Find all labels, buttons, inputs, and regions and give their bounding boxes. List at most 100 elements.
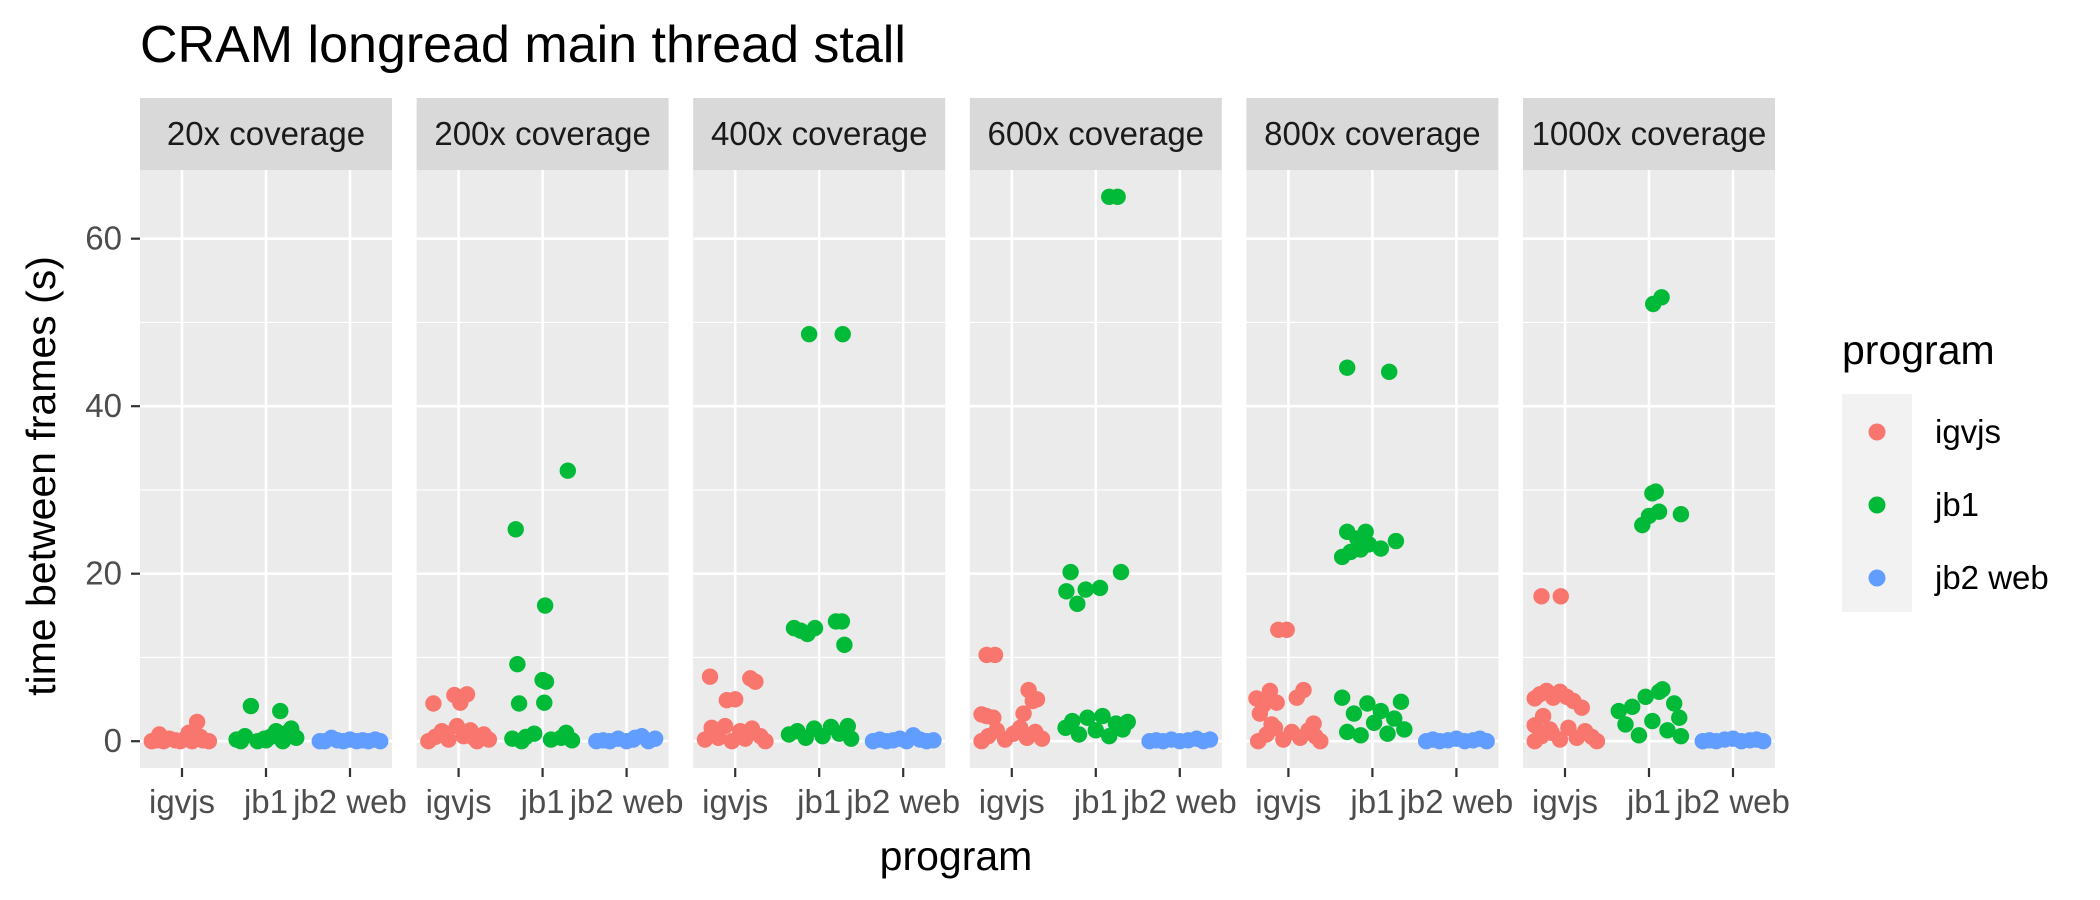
x-tick-label: igvjs — [426, 783, 492, 820]
data-point-jb1 — [1372, 540, 1390, 557]
data-point-jb1 — [1109, 188, 1126, 206]
data-point-jb1 — [1094, 707, 1111, 725]
data-point-jb1 — [842, 730, 860, 747]
data-point-igvjs — [425, 695, 442, 712]
data-point-igvjs — [1028, 691, 1046, 708]
data-point-jb1 — [833, 613, 851, 630]
x-tick-label: jb1 — [1073, 783, 1118, 820]
legend-key-igvjs — [1868, 423, 1886, 441]
data-point-jb1 — [1091, 579, 1109, 597]
legend: program igvjs jb1 jb2 web — [1842, 327, 2049, 612]
data-point-igvjs — [747, 673, 764, 690]
data-point-jb1 — [510, 695, 528, 712]
data-point-jb2-web — [1201, 731, 1219, 748]
data-point-jb1 — [1062, 563, 1079, 581]
data-point-jb1 — [1064, 712, 1081, 730]
data-point-jb1 — [272, 702, 289, 720]
data-point-jb1 — [1372, 702, 1390, 720]
data-point-jb1 — [1387, 532, 1405, 550]
data-point-jb1 — [806, 619, 824, 637]
x-tick-label: jb2 web — [1399, 783, 1514, 820]
data-point-jb1 — [834, 325, 851, 343]
data-point-jb1 — [1333, 689, 1351, 706]
data-point-igvjs — [1588, 732, 1606, 750]
data-point-jb2-web — [372, 732, 389, 750]
data-point-igvjs — [1312, 732, 1329, 750]
y-tick-label: 40 — [85, 387, 122, 424]
y-axis: 0 20 40 60 — [85, 220, 140, 759]
data-point-jb1 — [288, 729, 305, 747]
facet-panel: 20x coverage igvjs jb1 jb2 web — [140, 98, 407, 820]
data-point-jb1 — [1357, 523, 1374, 541]
x-tick-label: jb1 — [243, 783, 288, 820]
legend-label: jb2 web — [1934, 559, 2049, 596]
facet-strip-label: 20x coverage — [167, 115, 365, 152]
legend-key-jb2-web — [1868, 569, 1886, 587]
data-point-jb1 — [1672, 506, 1690, 523]
facet-strip-label: 1000x coverage — [1532, 115, 1767, 152]
x-tick-label: jb1 — [1626, 783, 1671, 820]
data-point-jb1 — [1379, 725, 1396, 742]
data-point-igvjs — [985, 709, 1002, 726]
data-point-igvjs — [452, 694, 469, 711]
facet-strip — [140, 98, 392, 170]
data-point-jb2-web — [925, 732, 942, 749]
data-point-igvjs — [1266, 719, 1284, 736]
data-point-jb1 — [1659, 722, 1676, 739]
facet-strip — [1523, 98, 1775, 170]
data-point-igvjs — [716, 717, 734, 735]
data-point-igvjs — [1533, 588, 1550, 605]
data-point-jb1 — [1359, 695, 1376, 712]
facet-strip — [1246, 98, 1499, 170]
legend-label: jb1 — [1934, 486, 1979, 523]
legend-entries: igvjs jb1 jb2 web — [1868, 413, 2049, 596]
x-tick-label: igvjs — [1255, 783, 1321, 820]
data-point-jb1 — [1647, 483, 1664, 500]
data-point-jb1 — [1630, 727, 1648, 744]
x-axis-title: program — [880, 833, 1033, 879]
data-point-jb1 — [1087, 722, 1105, 739]
data-point-jb1 — [274, 732, 291, 750]
x-tick-label: jb2 web — [569, 783, 684, 820]
data-point-igvjs — [1278, 621, 1295, 639]
facet-panel: 200x coverage igvjs jb1 jb2 web — [416, 98, 684, 820]
data-point-igvjs — [1552, 588, 1570, 605]
x-tick-label: igvjs — [1532, 783, 1598, 820]
facet-strip-label: 200x coverage — [434, 115, 650, 152]
data-point-jb1 — [1101, 727, 1118, 745]
data-point-jb1 — [526, 725, 543, 742]
data-point-igvjs — [727, 691, 744, 708]
x-tick-label: jb2 web — [1122, 783, 1237, 820]
data-point-igvjs — [1305, 715, 1322, 732]
data-point-jb1 — [1381, 363, 1398, 381]
data-point-igvjs — [192, 728, 209, 746]
facet-strip-label: 800x coverage — [1264, 115, 1480, 152]
data-point-jb1 — [563, 732, 581, 749]
y-tick-label: 20 — [85, 555, 122, 592]
data-point-jb1 — [800, 325, 818, 343]
facet-panel: 400x coverage igvjs jb1 jb2 web — [693, 98, 960, 820]
facet-panel: 1000x coverage igvjs jb1 jb2 web — [1523, 98, 1790, 820]
data-point-jb1 — [1392, 693, 1410, 711]
data-point-igvjs — [701, 668, 719, 685]
data-point-jb1 — [509, 655, 526, 673]
data-point-igvjs — [1268, 694, 1285, 711]
data-point-jb1 — [836, 636, 853, 654]
x-tick-label: jb1 — [796, 783, 841, 820]
data-point-jb1 — [839, 717, 856, 735]
data-point-jb1 — [1637, 688, 1654, 706]
data-point-jb2-web — [1755, 732, 1772, 750]
data-point-igvjs — [1551, 731, 1569, 748]
data-point-jb1 — [537, 673, 555, 690]
y-axis-title: time between frames (s) — [18, 256, 64, 696]
data-point-igvjs — [757, 732, 774, 750]
data-point-jb1 — [1119, 713, 1136, 731]
x-tick-label: jb2 web — [292, 783, 407, 820]
data-point-jb2-web — [646, 730, 664, 747]
data-point-jb1 — [1654, 681, 1671, 698]
y-tick-label: 0 — [104, 722, 122, 759]
data-point-jb1 — [1386, 710, 1403, 727]
data-point-jb1 — [559, 462, 576, 479]
